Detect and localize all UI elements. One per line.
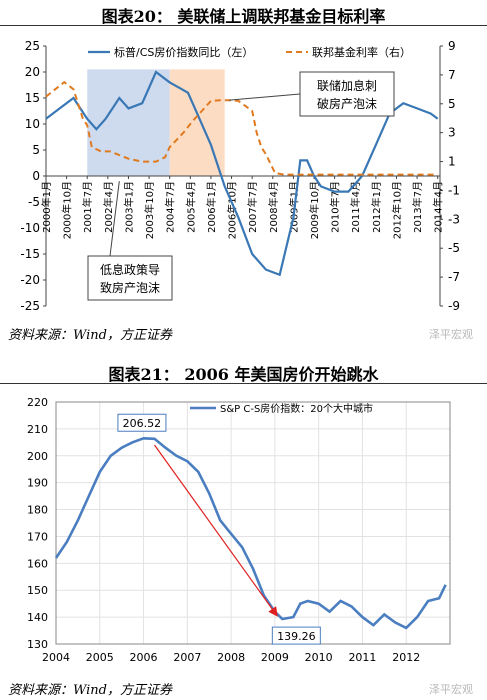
x-tick-label: 2009年10月 <box>308 181 321 239</box>
peak-label: 206.52 <box>123 417 162 430</box>
x-tick-label: 2004年7月 <box>164 181 177 233</box>
right-tick-label: 7 <box>448 68 456 82</box>
right-tick-label: -9 <box>448 299 460 313</box>
left-tick-label: 25 <box>25 39 40 53</box>
right-tick-label: 9 <box>448 39 456 53</box>
annotation-hike-box <box>299 71 395 117</box>
x-tick-label: 2010年7月 <box>329 181 342 233</box>
figure21-watermark: 泽平宏观 <box>429 683 473 696</box>
annotation-low-rate-pointer <box>109 181 120 257</box>
x-tick-label: 2013年7月 <box>411 181 424 233</box>
fed-funds-rate-line <box>45 80 438 176</box>
x-tick-label: 2011 <box>348 651 376 664</box>
figure20-source: 资料来源：Wind，方正证券 <box>8 328 172 343</box>
x-tick-label: 2001年7月 <box>81 181 94 233</box>
x-tick-label: 2004 <box>42 651 70 664</box>
x-tick-label: 2003年1月 <box>122 181 135 233</box>
x-tick-label: 2008年4月 <box>267 181 280 233</box>
y-tick-label: 160 <box>27 557 48 570</box>
legend-label-house-price: 标普/CS房价指数同比（左） <box>114 45 253 59</box>
x-tick-label: 2006年10月 <box>226 181 239 239</box>
left-tick-label: 20 <box>25 65 40 79</box>
x-tick-label: 2010 <box>305 651 333 664</box>
x-tick-label: 2002年4月 <box>102 181 115 233</box>
x-tick-label: 2005 <box>86 651 114 664</box>
y-tick-label: 130 <box>27 638 48 651</box>
left-tick-label: -25 <box>20 299 40 313</box>
right-tick-label: -5 <box>448 241 460 255</box>
x-tick-label: 2006年1月 <box>205 181 218 233</box>
legend-label-index: S&P C-S房价指数：20个大中城市 <box>220 402 373 415</box>
annotation-hike-line1: 联储加息刺 <box>317 78 377 93</box>
x-tick-label: 2005年4月 <box>184 181 197 233</box>
y-tick-label: 190 <box>27 477 48 490</box>
y-tick-label: 200 <box>27 450 48 463</box>
plot-frame <box>55 401 451 645</box>
figure21-title: 图表21： 2006 年美国房价开始跳水 <box>108 365 379 384</box>
figure20-top-rule <box>0 25 487 26</box>
y-tick-label: 220 <box>27 396 48 409</box>
right-tick-label: -3 <box>448 212 460 226</box>
left-tick-label: -10 <box>20 221 40 235</box>
house-price-yoy-line <box>45 70 439 277</box>
right-tick-label: 1 <box>448 155 456 169</box>
figure20-watermark: 泽平宏观 <box>429 328 473 341</box>
x-tick-label: 2007 <box>173 651 201 664</box>
house-price-index-line <box>54 436 447 630</box>
legend-label-fed-rate: 联邦基金利率（右） <box>312 45 411 59</box>
y-tick-label: 180 <box>27 504 48 517</box>
right-tick-label: 3 <box>448 126 456 140</box>
left-tick-label: 10 <box>25 117 40 131</box>
x-tick-label: 2012年10月 <box>390 181 403 239</box>
right-tick-label: 5 <box>448 97 456 111</box>
left-tick-label: 15 <box>25 91 40 105</box>
trough-label-box <box>271 626 321 645</box>
y-tick-label: 210 <box>27 423 48 436</box>
x-tick-label: 2000年1月 <box>40 181 53 233</box>
trough-label: 139.26 <box>277 630 316 643</box>
x-tick-label: 2012 <box>392 651 420 664</box>
x-tick-label: 2012年1月 <box>370 181 383 233</box>
annotation-low-rate-box <box>87 255 173 301</box>
y-tick-label: 140 <box>27 611 48 624</box>
annotation-low-rate-line1: 低息政策导 <box>100 262 160 277</box>
x-tick-label: 2007年7月 <box>246 181 259 233</box>
figure21-top-rule <box>0 383 487 384</box>
y-tick-label: 150 <box>27 584 48 597</box>
y-tick-label: 170 <box>27 530 48 543</box>
x-tick-label: 2003年10月 <box>143 181 156 239</box>
annotation-low-rate-line2: 致房产泡沫 <box>100 280 160 295</box>
left-tick-label: -20 <box>20 273 40 287</box>
decline-arrow <box>154 444 278 617</box>
x-tick-label: 2008 <box>217 651 245 664</box>
annotation-hike-pointer <box>229 93 301 101</box>
left-tick-label: 5 <box>32 143 40 157</box>
right-tick-label: -1 <box>448 183 460 197</box>
peak-label-box <box>117 413 167 432</box>
annotation-hike-line2: 破房产泡沫 <box>317 96 377 111</box>
left-tick-label: -5 <box>28 195 40 209</box>
right-tick-label: -7 <box>448 270 460 284</box>
x-tick-label: 2006 <box>130 651 158 664</box>
left-tick-label: 0 <box>32 169 40 183</box>
x-tick-label: 2014年4月 <box>432 181 445 233</box>
x-tick-label: 2000年10月 <box>61 181 74 239</box>
left-tick-label: -15 <box>20 247 40 261</box>
figure20-title: 图表20： 美联储上调联邦基金目标利率 <box>101 7 386 26</box>
figure21-source: 资料来源：Wind，方正证券 <box>8 683 172 698</box>
x-tick-label: 2011年4月 <box>349 181 362 233</box>
figure20-chart: 25 20 15 10 5 0 -5 -10 -15 -20 -25 9 7 5 3 1 -1 -3 -5 -7 -9 2… <box>20 39 460 313</box>
x-tick-label: 2009 <box>261 651 289 664</box>
